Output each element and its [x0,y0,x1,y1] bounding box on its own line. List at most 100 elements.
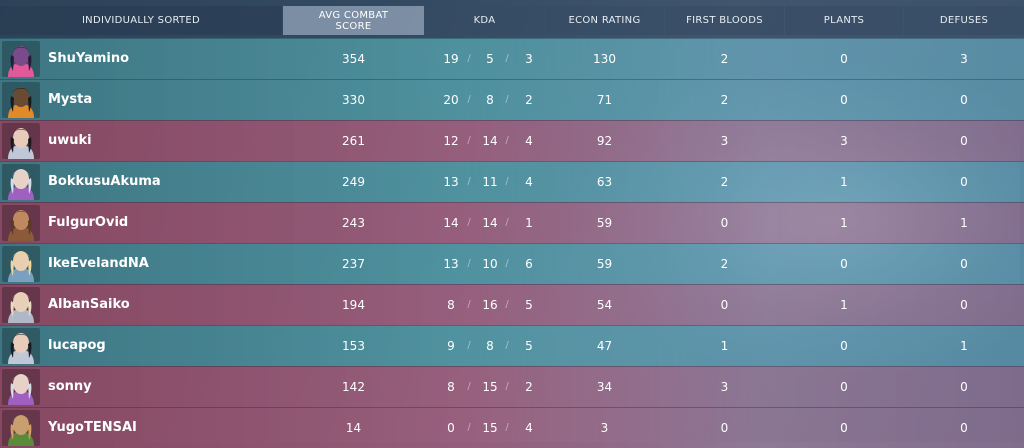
defuses: 0 [960,257,968,271]
header-kda[interactable]: KDA [425,6,544,35]
kda-separator: / [505,422,509,433]
header-kda-label: KDA [473,15,496,26]
plants: 3 [840,134,848,148]
agent-avatar-icon [2,410,40,446]
kda-deaths: 14 [482,216,498,230]
header-plants-label: PLANTS [823,15,865,26]
defuses: 0 [960,93,968,107]
player-row[interactable]: Mysta 330 20/8/2 71 2 0 0 [0,79,1024,120]
econ-rating: 47 [596,339,613,353]
kda-kills: 19 [443,52,459,66]
avg-combat-score: 194 [342,298,365,312]
kda-separator: / [467,53,471,64]
header-avg-combat-score[interactable]: AVG COMBAT SCORE [283,6,424,35]
agent-avatar-icon [2,287,40,323]
kda-separator: / [505,258,509,269]
plants: 1 [840,298,848,312]
kda-separator: / [467,422,471,433]
player-row[interactable]: sonny 142 8 / 15 / 2 34 3 0 0 [0,366,1024,407]
econ-rating: 59 [596,216,613,230]
kda-deaths: 5 [486,52,494,66]
plants: 0 [840,93,848,107]
player-name: sonny [48,379,92,394]
first-bloods: 0 [720,298,729,312]
header-first-bloods[interactable]: FIRST BLOODS [665,6,784,35]
kda-deaths: 8 [486,93,494,107]
player-name: IkeEvelandNA [48,256,149,271]
plants: 0 [840,339,848,353]
kda-kills: 20 [443,93,459,107]
player-row[interactable]: AlbanSaiko 194 8 / 16 / 5 54 0 1 0 [0,284,1024,325]
kda-deaths: 14 [482,134,498,148]
player-name: YugoTENSAI [48,420,137,435]
kda-deaths: 16 [482,298,498,312]
header-player-label: INDIVIDUALLY SORTED [81,15,201,26]
defuses: 0 [960,298,968,312]
kda-separator: / [505,381,509,392]
econ-rating: 130 [593,52,616,66]
avg-combat-score: 261 [342,134,365,148]
player-name: lucapog [48,338,106,353]
header-plants[interactable]: PLANTS [785,6,903,35]
kda-separator: / [467,176,471,187]
header-player[interactable]: INDIVIDUALLY SORTED [0,6,282,35]
kda-kills: 14 [443,216,459,230]
player-row[interactable]: uwuki 261 12 / 14 / 4 92 3 3 0 [0,120,1024,161]
kda-deaths: 10 [482,257,498,271]
defuses: 0 [960,380,968,394]
kda-assists: 4 [525,175,533,189]
first-bloods: 1 [720,339,729,353]
kda-assists: 3 [525,52,533,66]
kda-separator: / [467,340,471,351]
kda-separator: / [505,340,509,351]
player-name: uwuki [48,133,92,148]
player-row[interactable]: YugoTENSAI 14 0 / 15 / 4 3 0 0 0 [0,407,1024,448]
agent-avatar-icon [2,82,40,118]
kda-assists: 1 [525,216,533,230]
kda-kills: 12 [443,134,459,148]
header-acs-line1: AVG COMBAT [318,9,389,21]
econ-rating: 59 [596,257,613,271]
player-row[interactable]: ShuYamino 354 19 / 5 / 3 130 2 0 3 [0,38,1024,79]
defuses: 0 [960,134,968,148]
kda-kills: 8 [447,380,455,394]
header-econ-rating[interactable]: ECON RATING [545,6,664,35]
avg-combat-score: 330 [342,93,365,107]
kda-assists: 4 [525,421,533,435]
agent-avatar-icon [2,164,40,200]
header-acs-line2: SCORE [335,20,372,32]
kda-assists: 4 [525,134,533,148]
kda-assists: 2 [525,93,533,107]
kda-separator: / [467,381,471,392]
plants: 1 [840,175,848,189]
kda-deaths: 15 [482,421,498,435]
player-name: FulgurOvid [48,215,129,230]
kda-separator: / [505,53,509,64]
kda-assists: 2 [525,380,533,394]
defuses: 1 [960,216,968,230]
defuses: 3 [960,52,968,66]
header-econ-label: ECON RATING [568,15,641,26]
plants: 0 [840,52,848,66]
econ-rating: 54 [596,298,613,312]
kda-separator: / [467,299,471,310]
player-row[interactable]: lucapog 153 9 / 8 / 5 47 1 0 1 [0,325,1024,366]
kda-separator: / [467,135,471,146]
econ-rating: 92 [596,134,613,148]
agent-avatar-icon [2,41,40,77]
player-row[interactable]: IkeEvelandNA 237 13 / 10 / 6 59 2 0 0 [0,243,1024,284]
player-row[interactable]: FulgurOvid 243 14 / 14 / 1 59 0 1 1 [0,202,1024,243]
plants: 0 [840,257,848,271]
avg-combat-score: 243 [342,216,365,230]
agent-avatar-icon [2,328,40,364]
header-defuses[interactable]: DEFUSES [904,6,1024,35]
player-row[interactable]: BokkusuAkuma 249 13 / 11 / 4 63 2 1 0 [0,161,1024,202]
kda-kills: 9 [447,339,455,353]
first-bloods: 0 [720,421,729,435]
player-name: Mysta [48,92,93,107]
avg-combat-score: 249 [342,175,365,189]
kda-kills: 13 [443,257,459,271]
first-bloods: 3 [720,380,729,394]
econ-rating: 34 [596,380,613,394]
header-defuses-label: DEFUSES [939,15,989,26]
